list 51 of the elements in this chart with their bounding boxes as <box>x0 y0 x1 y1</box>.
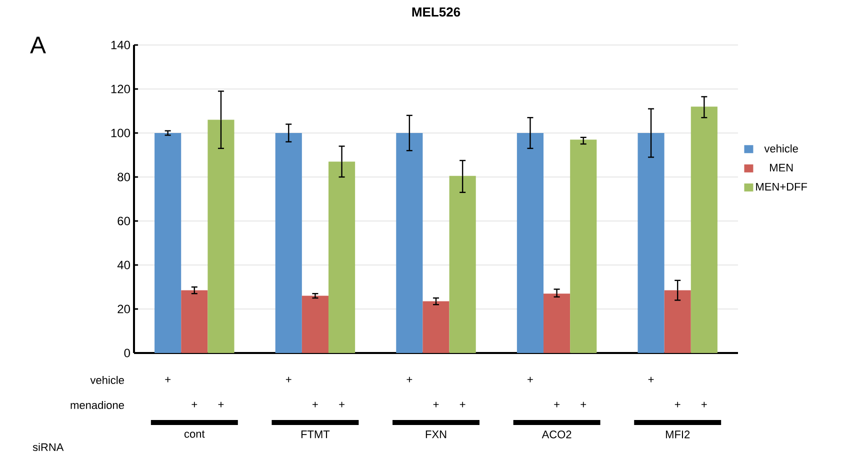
y-tick-label: 100 <box>111 128 130 138</box>
legend-label: MEN <box>770 164 793 172</box>
x-tick-label: cont <box>184 430 205 438</box>
bar <box>638 133 664 354</box>
text: + <box>286 376 292 382</box>
bar <box>328 162 356 354</box>
bar <box>570 140 597 354</box>
text: + <box>165 376 170 382</box>
text: + <box>218 402 224 408</box>
bar <box>422 301 450 354</box>
y-tick-label: 60 <box>118 216 130 226</box>
text: + <box>674 402 680 408</box>
y-tick-label: 40 <box>117 260 130 270</box>
x-tick-label: ACO2 <box>542 430 572 438</box>
bar <box>449 176 476 354</box>
chart-title: MEL526 <box>412 7 460 17</box>
y-tick-label: 140 <box>111 40 130 50</box>
text: + <box>339 402 344 408</box>
y-tick-label: 0 <box>124 348 130 358</box>
text: + <box>648 376 654 382</box>
text: vehicle <box>90 376 124 384</box>
y-tick-label: 120 <box>111 84 130 94</box>
x-tick-label: FXN <box>426 430 446 438</box>
text: + <box>554 402 560 408</box>
legend-label: vehicle <box>764 144 798 152</box>
bar <box>275 133 302 354</box>
y-tick-label: 80 <box>118 172 130 182</box>
text: + <box>580 402 586 408</box>
bar <box>516 133 544 354</box>
bar <box>302 296 328 354</box>
bar <box>544 294 570 354</box>
legend-label: MEN+DFF <box>756 182 808 191</box>
text: + <box>406 376 412 382</box>
bar <box>396 133 423 354</box>
bar <box>208 120 234 354</box>
x-tick-label: MFI2 <box>666 430 690 438</box>
text: + <box>312 402 318 408</box>
text: + <box>702 402 707 408</box>
text: + <box>460 402 466 408</box>
bar <box>690 106 718 354</box>
text: A <box>30 36 46 54</box>
bar <box>181 290 208 354</box>
x-tick-label: FTMT <box>301 430 330 438</box>
bar <box>154 133 182 354</box>
text: + <box>192 402 198 408</box>
y-tick-label: 20 <box>118 304 130 314</box>
text: + <box>433 402 439 408</box>
text: siRNA <box>32 442 64 452</box>
text: + <box>528 376 533 382</box>
text: menadione <box>70 400 124 410</box>
bar <box>664 290 691 354</box>
